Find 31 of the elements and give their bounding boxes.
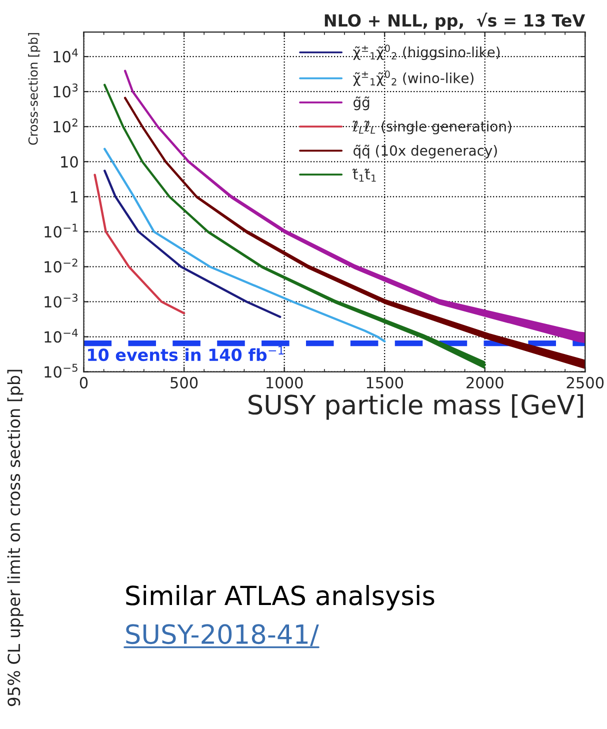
y-tick-label: 10$^{4}$ [54, 48, 78, 62]
legend-label: t̃$_{1}$t̃$_{1}$ [352, 168, 376, 182]
ref-line-label: 10 events in 140 fb$^{−1}$ [88, 346, 284, 362]
x-tick-label: 500 [170, 376, 198, 388]
y-tick-label: 10$^{−2}$ [44, 258, 78, 273]
chart-title: NLO + NLL, pp, √s = 13 TeV [324, 12, 586, 30]
legend-label: g̃g̃ [354, 96, 370, 110]
legend-label: ℓ̃$_{L}$ℓ̃$_{L}$ (single generation) [352, 120, 512, 134]
y-tick-label: 10$^{−5}$ [44, 364, 78, 378]
y-tick-label: 10$^{−4}$ [44, 328, 78, 343]
x-tick-label: 1000 [266, 376, 303, 388]
legend-label: q̃q̃ (10x degeneracy) [354, 144, 497, 158]
line-series [94, 174, 186, 314]
legend-label: χ̃$^{±}$$_{1}$χ̃$^{0}$$_{2}$ (higgsino-like) [353, 44, 500, 60]
x-tick-label: 2500 [566, 376, 604, 388]
line-series [104, 170, 282, 318]
y-axis-title: Cross-section [pb] [28, 33, 40, 145]
x-tick-label: 1500 [366, 376, 404, 388]
y-tick-label: 10$^{3}$ [54, 83, 78, 98]
y-tick-label: 10$^{−1}$ [44, 224, 78, 238]
x-tick-label: 0 [80, 376, 88, 388]
text: 95% CL upper limit on cross section [pb] [7, 370, 24, 706]
text: SUSY-2018-41/ [126, 624, 319, 646]
text: Similar ATLAS analsysis [126, 585, 434, 611]
y-tick-label: 10$^{−3}$ [44, 294, 78, 308]
y-tick-label: 1 [70, 191, 78, 202]
y-tick-label: 10 [61, 156, 78, 168]
y-tick-label: 10$^{2}$ [54, 118, 78, 133]
x-tick-label: 2000 [466, 376, 504, 388]
legend-label: χ̃$^{±}$$_{1}$χ̃$^{0}$$_{2}$ (wino-like) [353, 70, 474, 86]
x-axis-title: SUSY particle mass [GeV] [248, 394, 583, 420]
